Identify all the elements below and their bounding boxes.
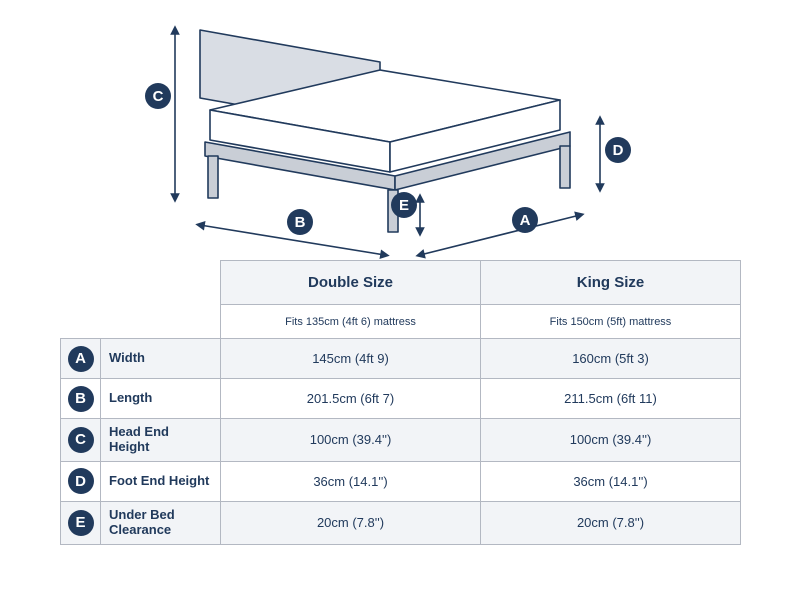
row-letter: C: [68, 427, 94, 453]
table-row: B Length 201.5cm (6ft 7) 211.5cm (6ft 11…: [61, 379, 741, 419]
row-value: 36cm (14.1''): [221, 461, 481, 501]
row-label: Width: [101, 339, 221, 379]
badge-d: D: [613, 142, 624, 159]
row-value: 211.5cm (6ft 11): [481, 379, 741, 419]
row-value: 20cm (7.8''): [481, 501, 741, 544]
row-label: Under Bed Clearance: [101, 501, 221, 544]
row-letter: D: [68, 468, 94, 494]
size-table: Double Size King Size Fits 135cm (4ft 6)…: [60, 260, 741, 545]
row-label: Foot End Height: [101, 461, 221, 501]
badge-b: B: [295, 214, 306, 231]
table-row: D Foot End Height 36cm (14.1'') 36cm (14…: [61, 461, 741, 501]
row-letter: E: [68, 510, 94, 536]
row-letter: A: [68, 346, 94, 372]
fits-double: Fits 135cm (4ft 6) mattress: [221, 305, 481, 339]
row-value: 160cm (5ft 3): [481, 339, 741, 379]
col-header-double: Double Size: [221, 261, 481, 305]
row-value: 20cm (7.8''): [221, 501, 481, 544]
badge-a: A: [520, 212, 531, 229]
badge-e: E: [399, 197, 409, 214]
table-row: A Width 145cm (4ft 9) 160cm (5ft 3): [61, 339, 741, 379]
row-value: 100cm (39.4''): [481, 419, 741, 462]
row-value: 201.5cm (6ft 7): [221, 379, 481, 419]
col-header-king: King Size: [481, 261, 741, 305]
bed-diagram: C B E A D: [0, 0, 800, 260]
row-label: Length: [101, 379, 221, 419]
dim-line-a: [420, 215, 580, 255]
row-value: 145cm (4ft 9): [221, 339, 481, 379]
table-row: E Under Bed Clearance 20cm (7.8'') 20cm …: [61, 501, 741, 544]
bed-illustration: [200, 30, 570, 232]
size-table-container: Double Size King Size Fits 135cm (4ft 6)…: [60, 260, 740, 545]
row-letter: B: [68, 386, 94, 412]
row-value: 100cm (39.4''): [221, 419, 481, 462]
fits-king: Fits 150cm (5ft) mattress: [481, 305, 741, 339]
row-value: 36cm (14.1''): [481, 461, 741, 501]
row-label: Head End Height: [101, 419, 221, 462]
badge-c: C: [153, 88, 164, 105]
table-row: C Head End Height 100cm (39.4'') 100cm (…: [61, 419, 741, 462]
